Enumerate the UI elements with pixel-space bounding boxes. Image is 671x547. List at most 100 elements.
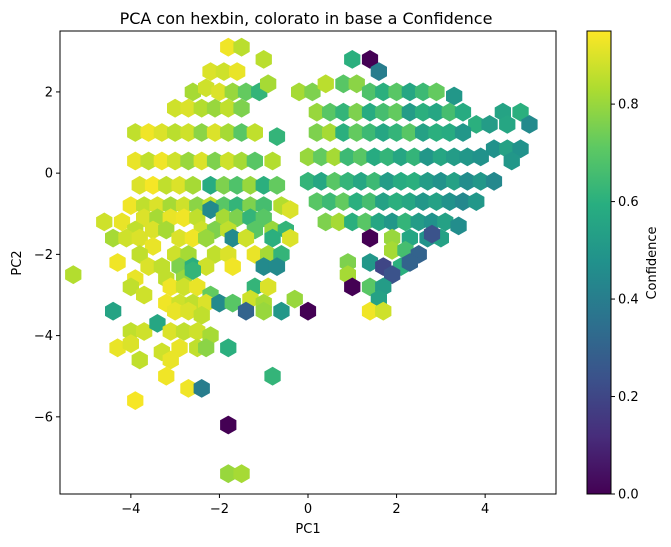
hexbin-cell [229,62,246,81]
hexbin-cell [441,102,458,122]
hexbin-cell [344,277,361,297]
hexbin-cell [419,147,436,167]
hexbin-cell [446,171,463,191]
hexbin-cell [454,123,472,142]
hexbin-cell [521,115,538,134]
hexbin-cell [282,200,299,220]
hexbin-cell [149,196,166,215]
x-tick-label: −4 [121,502,140,517]
hexbin-cell [304,82,321,102]
hexbin-cell [198,257,215,276]
hexbin-cell [406,171,423,191]
hexbin-cell [233,98,250,118]
hexbin-cell [180,98,197,118]
hexbin-cell [229,175,246,195]
hexbin-cell [171,228,188,248]
hexbin-cell [499,115,516,134]
hexbin-cell [366,147,383,167]
hexbin-cell [450,216,467,236]
hexbin-cell [153,123,170,142]
hexbin-cell [472,171,489,191]
hexbin-cell [162,196,179,215]
hexbin-cell [193,123,210,142]
hexbin-cell [206,98,224,118]
hexbin-cell [481,115,498,134]
hexbin-cell [401,123,418,142]
hexbin-cell [326,147,343,167]
hexbin-cell [167,301,184,321]
hexbin-cell [322,192,339,211]
hexbin-cell [171,175,188,195]
hexbin-cell [122,277,139,297]
hexbin-cell [246,245,263,264]
hexbin-cell [184,175,201,195]
hexbin-cell [344,212,361,232]
hexbin-cell [122,322,139,341]
hexbin-cell [299,301,317,321]
hexbin-cell [415,192,432,211]
hexbin-cell [446,86,463,106]
hexbin-cell [224,257,241,276]
hexbin-cell [255,301,272,321]
hexbin-cell [215,196,232,215]
hexbin-cell [131,350,148,370]
hexbin-cell [370,62,387,81]
hexbin-cell [375,82,392,102]
y-axis: −6 −4 −2 0 2 [34,85,60,425]
hexbin-cell [468,192,485,211]
hexbin-cell [361,228,379,248]
hexbin-cell [175,196,193,215]
hexbin-cell [175,322,193,341]
hexbin-cell [485,171,503,191]
hexbin-cell [397,212,414,232]
hexbin-cell [330,212,348,232]
hexbin-cell [308,123,325,142]
colorbar-label: Confidence [645,226,660,299]
y-tick-label: −6 [34,410,53,425]
hexbin-cell [348,123,365,142]
hexbin-cell [180,123,197,142]
hexbin-cell [361,50,379,69]
hexbin-cell [375,192,392,211]
hexbin-cell [193,379,210,398]
hexbin-cell [282,228,299,248]
hexbin-cell [459,171,476,191]
hexbin-cell [339,147,356,167]
hexbin-cell [441,192,458,211]
hexbin-cell [122,334,139,354]
hexbin-cell [384,212,401,232]
hexbin-cell [268,175,286,195]
hexbin-cell [361,123,379,142]
hexbin-cell [419,171,436,191]
hexbin-cell [229,208,246,228]
y-tick-label: −4 [34,329,53,344]
hexbin-cell [162,322,179,341]
hexbin-cell [503,151,520,171]
hexbin-cell [105,228,122,248]
hexbin-cell [268,257,286,276]
hexbin-cell [423,212,441,232]
hexbin-cell [246,123,263,142]
hexbin-cell [268,127,286,146]
hexbin-cell [237,82,255,102]
hexbin-cell [339,171,356,191]
hexbin-cell [322,123,339,142]
hexbin-cell [361,277,379,297]
hexbin-cell [220,98,237,118]
hexbin-cell [428,123,445,142]
colorbar-tick-label: 0.2 [618,390,639,405]
hexbin-cell [127,123,144,142]
hexbin-cell [423,224,441,244]
hexbin-cell [446,147,463,167]
hexbin-cell [353,171,370,191]
hexbin-cell [375,123,392,142]
hexbin-cell [144,220,162,240]
hexbin-cell [180,301,197,321]
hexbin-cell [162,277,179,297]
hexbin-cell [432,147,449,167]
hexbin-cell [264,366,281,386]
hexbin-cell [384,228,401,248]
hexbin-cell [392,147,410,167]
hexbin-cell [410,212,427,232]
